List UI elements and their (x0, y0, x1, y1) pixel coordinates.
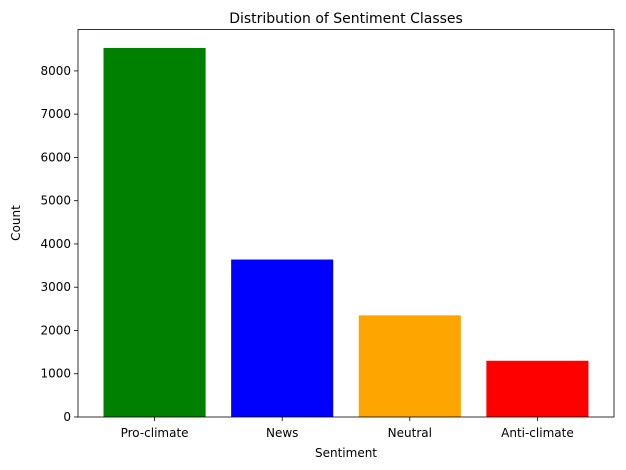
bar-neutral (358, 315, 461, 417)
x-tick-label: Pro-climate (121, 426, 189, 440)
y-axis-ticks: 0 1000 2000 3000 4000 5000 6000 7000 8000 (40, 64, 78, 424)
bar-news (231, 259, 334, 417)
bars-group (103, 47, 589, 417)
y-tick-label: 5000 (40, 194, 71, 208)
y-axis-label: Count (9, 205, 23, 241)
bar-pro-climate (103, 47, 206, 417)
plot-frame (77, 29, 615, 418)
y-tick-label: 8000 (40, 64, 71, 78)
y-tick-label: 2000 (40, 323, 71, 337)
y-tick-label: 6000 (40, 150, 71, 164)
bar-anti-climate (486, 360, 589, 417)
x-tick-label: News (266, 426, 298, 440)
y-tick-label: 0 (63, 410, 71, 424)
x-tick-label: Neutral (388, 426, 432, 440)
x-tick-label: Anti-climate (501, 426, 574, 440)
y-tick-label: 3000 (40, 280, 71, 294)
y-tick-label: 4000 (40, 237, 71, 251)
x-axis-label: Sentiment (315, 446, 377, 460)
y-tick-label: 1000 (40, 367, 71, 381)
chart-title: Distribution of Sentiment Classes (229, 11, 463, 27)
x-axis-ticks: Pro-climate News Neutral Anti-climate (121, 417, 574, 440)
y-tick-label: 7000 (40, 107, 71, 121)
